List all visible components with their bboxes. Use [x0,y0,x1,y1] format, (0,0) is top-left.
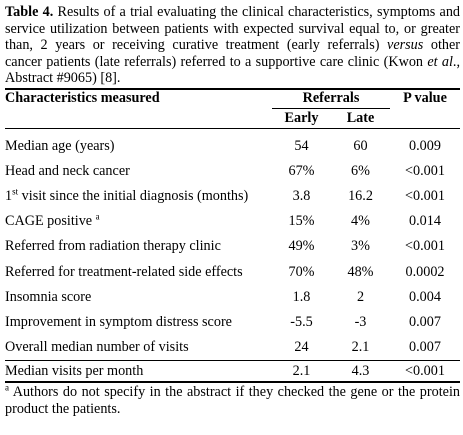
row-late: 2.1 [351,339,370,356]
row-late: 4.3 [331,360,390,384]
table-row: Insomnia score 1.8 2 0.004 [5,285,460,310]
row-early: 67% [288,162,315,179]
results-table: Characteristics measured Referrals P val… [5,89,460,384]
footnote-text: Authors do not specify in the abstract i… [5,384,460,418]
row-late: -3 [354,313,367,330]
row-label: Median age (years) [5,137,115,154]
header-spacer-p [390,108,460,128]
row-footnote-mark: a [95,211,100,222]
document-page: Table 4. Results of a trial evaluating t… [5,4,460,418]
row-label: CAGE positive a [5,209,272,234]
row-label: Median visits per month [5,360,272,384]
caption-text-3: ., Abstract #9065) [8]. [5,53,460,87]
row-early: 54 [294,137,309,154]
row-late: 60 [353,137,368,154]
row-p-value: 0.007 [409,339,441,356]
table-row: Overall median number of visits 24 2.1 0… [5,335,460,361]
row-label: 1st visit since the initial diagnosis (m… [5,184,272,209]
row-early: 2.1 [272,360,331,384]
row-late: 16.2 [348,187,373,204]
row-label: Referred from radiation therapy clinic [5,238,221,255]
row-label: Referred for treatment-related side effe… [5,263,243,280]
row-p-value: <0.001 [405,162,445,179]
row-p-value: <0.001 [405,238,445,255]
table-row: CAGE positive a 15% 4% 0.014 [5,209,460,234]
caption-et-al: et al [427,53,453,70]
row-early: 49% [288,238,315,255]
footnote-mark: a [5,382,9,393]
table-row: 1st visit since the initial diagnosis (m… [5,184,460,209]
row-p-value: 0.0002 [405,263,445,280]
row-late: 6% [351,162,370,179]
row-label: Head and neck cancer [5,162,130,179]
row-early: 3.8 [292,187,311,204]
row-early: 70% [288,263,315,280]
caption-label: Table 4. [5,4,54,20]
row-label-text: visit since the initial diagnosis (month… [18,187,249,204]
row-late: 2 [356,288,365,305]
caption-text-2: other cancer patients (late referrals) r… [5,37,460,70]
header-referrals: Referrals [272,89,390,109]
row-late: 4% [351,213,370,230]
table-row: Referred from radiation therapy clinic 4… [5,234,460,259]
caption-versus: versus [387,37,424,53]
row-p-value: <0.001 [405,187,445,204]
header-p-value: P value [403,90,447,107]
row-p-value: 0.007 [409,313,441,330]
header-row-2: Early Late [5,108,460,128]
row-label-ordinal-suffix: st [12,186,19,197]
row-label-ordinal: 1 [5,187,13,204]
row-early: 1.8 [292,288,311,305]
row-p-value: 0.004 [409,288,441,305]
row-label: Insomnia score [5,288,92,305]
header-early: Early [284,109,319,126]
row-early: 15% [288,213,315,230]
row-p-value: <0.001 [390,360,460,384]
row-label: Overall median number of visits [5,339,189,356]
row-label: Improvement in symptom distress score [5,313,232,330]
table-footnote: a Authors do not specify in the abstract… [5,382,460,418]
row-p-value: 0.014 [409,213,441,230]
header-characteristics: Characteristics measured [5,90,160,107]
table-row: Median age (years) 54 60 0.009 [5,128,460,159]
header-late: Late [346,109,375,126]
row-label-text: CAGE positive [5,213,96,230]
row-late: 3% [351,238,370,255]
table-row: Referred for treatment-related side effe… [5,260,460,285]
table-caption: Table 4. Results of a trial evaluating t… [5,4,460,87]
row-p-value: 0.009 [409,137,441,154]
header-spacer [5,108,272,128]
table-row: Head and neck cancer 67% 6% <0.001 [5,159,460,184]
caption-text-1: Results of a trial evaluating the clinic… [5,4,461,53]
table-top-rule [5,87,460,90]
row-early: 24 [294,339,309,356]
header-row-1: Characteristics measured Referrals P val… [5,89,460,109]
row-early: -5.5 [290,313,313,330]
table-row: Median visits per month 2.1 4.3 <0.001 [5,360,460,384]
row-late: 48% [347,263,374,280]
table-row: Improvement in symptom distress score -5… [5,310,460,335]
